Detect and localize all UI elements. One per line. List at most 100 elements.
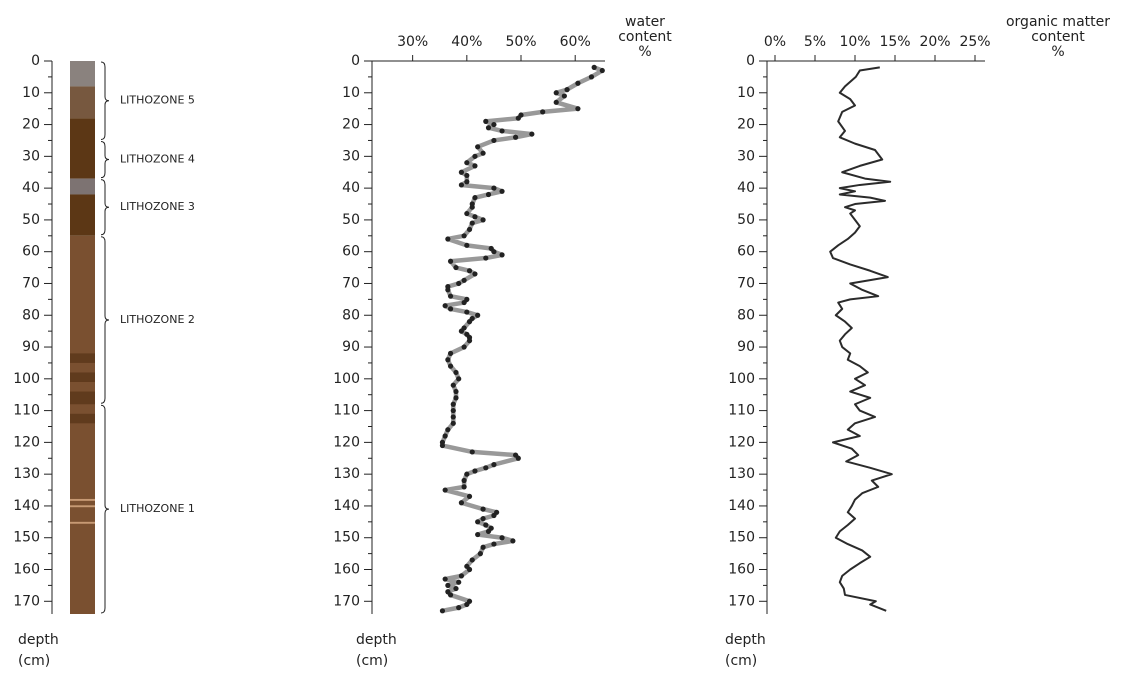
data-point (475, 144, 481, 150)
data-point (472, 214, 478, 220)
x-axis-title: content (1031, 29, 1085, 45)
data-point (540, 109, 546, 115)
y-axis-title: (cm) (18, 653, 50, 669)
y-tick-label: 60 (22, 244, 40, 260)
data-point (499, 252, 505, 258)
y-tick-label: 80 (22, 307, 40, 323)
data-point (447, 592, 454, 598)
zone-label: LITHOZONE 3 (120, 200, 195, 213)
x-axis-title: % (638, 44, 651, 60)
data-point (456, 376, 462, 382)
y-tick-label: 50 (22, 212, 40, 228)
y-tick-label: 40 (737, 180, 755, 196)
data-point (469, 557, 475, 563)
data-point (575, 80, 581, 86)
core-layer (70, 521, 95, 524)
data-point (553, 90, 559, 96)
zone-brace (100, 236, 110, 404)
data-point (469, 220, 475, 226)
data-point (458, 500, 465, 506)
data-point (491, 462, 497, 468)
y-tick-label: 140 (728, 498, 755, 514)
data-point (591, 64, 597, 70)
data-point (442, 487, 448, 493)
data-point (466, 319, 473, 325)
data-point (510, 538, 516, 544)
y-tick-label: 120 (728, 434, 755, 450)
y-tick-label: 130 (333, 466, 360, 482)
data-point (464, 471, 470, 477)
x-tick-label: 20% (919, 34, 950, 50)
data-point (461, 344, 467, 350)
data-point (472, 468, 478, 474)
y-tick-label: 100 (728, 371, 755, 387)
zone-label: LITHOZONE 4 (120, 153, 195, 166)
x-axis-title: content (618, 29, 672, 45)
data-point (458, 169, 465, 175)
data-point (442, 576, 448, 582)
y-tick-label: 0 (746, 53, 755, 69)
data-point (480, 516, 486, 522)
y-tick-label: 10 (342, 85, 360, 101)
data-point (445, 236, 451, 242)
data-point (464, 242, 470, 248)
y-tick-label: 100 (333, 371, 360, 387)
y-tick-label: 90 (22, 339, 40, 355)
data-point (458, 573, 465, 579)
data-point (491, 512, 497, 519)
zone-brace (100, 179, 110, 236)
data-point (453, 395, 459, 401)
y-tick-label: 130 (13, 466, 40, 482)
core-layer (70, 498, 95, 501)
data-point (447, 350, 454, 356)
data-point (450, 420, 456, 426)
data-point (480, 506, 486, 512)
data-point (515, 455, 521, 461)
data-point (469, 449, 475, 455)
data-point (483, 255, 489, 261)
data-point (464, 309, 470, 315)
core-layer (70, 353, 95, 363)
y-tick-label: 20 (342, 117, 360, 133)
data-point (466, 493, 473, 500)
data-point (450, 401, 456, 407)
y-tick-label: 40 (22, 180, 40, 196)
data-point (475, 312, 481, 318)
data-point (564, 87, 570, 93)
data-point (553, 99, 559, 105)
data-point (529, 131, 535, 137)
x-axis-title: organic matter (1006, 14, 1110, 30)
data-point (480, 150, 486, 156)
x-axis-title: water (625, 14, 665, 30)
y-axis-title: depth (18, 632, 59, 648)
data-point (499, 128, 505, 134)
data-point (469, 204, 475, 210)
y-tick-label: 50 (737, 212, 755, 228)
y-tick-label: 150 (13, 530, 40, 546)
data-point (461, 299, 467, 306)
data-point (475, 519, 481, 525)
data-point (491, 185, 497, 191)
y-tick-label: 120 (13, 434, 40, 450)
zone-brace (100, 61, 110, 140)
y-tick-label: 110 (728, 403, 755, 419)
data-point (480, 217, 486, 223)
data-point (485, 528, 492, 534)
y-tick-label: 130 (728, 466, 755, 482)
y-tick-label: 70 (737, 275, 755, 291)
data-point (447, 306, 454, 312)
y-tick-label: 120 (333, 434, 360, 450)
data-point (512, 134, 519, 140)
data-point (453, 369, 459, 376)
data-point (599, 67, 605, 74)
data-point (491, 249, 497, 255)
core-layer (70, 235, 95, 615)
y-tick-label: 150 (728, 530, 755, 546)
data-point (480, 544, 486, 550)
x-tick-label: 60% (560, 34, 591, 50)
x-tick-label: 15% (879, 34, 910, 50)
x-tick-label: 10% (839, 34, 870, 50)
y-tick-label: 70 (342, 275, 360, 291)
y-tick-label: 100 (13, 371, 40, 387)
data-point (464, 160, 470, 166)
